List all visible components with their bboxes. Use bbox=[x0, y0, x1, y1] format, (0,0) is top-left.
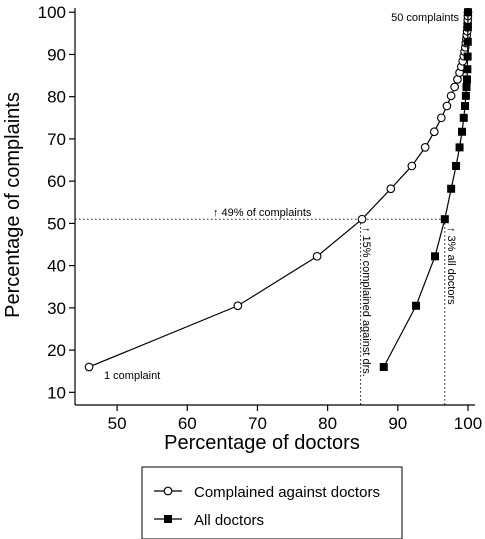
series-line bbox=[88, 12, 469, 368]
x-tick-label: 50 bbox=[108, 414, 127, 433]
data-point-circle bbox=[436, 113, 446, 123]
data-point-circle bbox=[407, 161, 417, 171]
data-point-square bbox=[452, 161, 461, 170]
data-point-square bbox=[463, 37, 472, 46]
series-line bbox=[383, 12, 469, 368]
reference-lines bbox=[75, 218, 446, 405]
data-point-square bbox=[462, 82, 471, 91]
annotation-fifty-complaints: 50 complaints bbox=[391, 12, 459, 24]
data-point-circle bbox=[450, 82, 459, 92]
legend-marker-all-doctors bbox=[164, 515, 172, 523]
data-point-square bbox=[461, 91, 470, 100]
data-point-square bbox=[458, 127, 467, 136]
data-point-square bbox=[463, 65, 472, 74]
plot-area: 50 60 70 80 90 100 10 20 30 40 50 60 70 80 90 100 bbox=[38, 3, 483, 433]
data-point-square bbox=[412, 301, 421, 310]
x-tick-label: 90 bbox=[388, 414, 407, 433]
data-point-square bbox=[455, 143, 464, 152]
y-axis-ticks: 10 20 30 40 50 60 70 80 90 100 bbox=[38, 3, 75, 402]
legend-label-complained: Complained against doctors bbox=[194, 484, 380, 501]
y-tick-label: 100 bbox=[38, 3, 66, 22]
y-axis-title: Percentage of complaints bbox=[2, 92, 24, 318]
annotation-3-percent-all-doctors: ↑ 3% all doctors bbox=[445, 227, 457, 305]
data-point-circle bbox=[429, 127, 439, 137]
data-point-square bbox=[463, 23, 472, 32]
data-point-circle bbox=[357, 214, 367, 224]
data-point-square bbox=[379, 362, 388, 371]
x-tick-label: 80 bbox=[318, 414, 337, 433]
y-tick-label: 30 bbox=[47, 299, 66, 318]
y-tick-label: 70 bbox=[47, 130, 66, 149]
data-point-circle bbox=[312, 251, 322, 261]
data-point-square bbox=[463, 8, 472, 17]
series-all-doctors bbox=[379, 8, 472, 371]
x-tick-label: 60 bbox=[178, 414, 197, 433]
x-tick-label: 100 bbox=[454, 414, 482, 433]
annotation-one-complaint: 1 complaint bbox=[104, 370, 160, 382]
legend-marker-complained bbox=[163, 486, 173, 496]
annotation-15-percent-complained: ↑ 15% complained against drs. bbox=[360, 227, 372, 377]
data-point-circle bbox=[386, 184, 396, 194]
data-point-square bbox=[461, 101, 470, 110]
data-point-circle bbox=[233, 301, 243, 311]
y-tick-label: 10 bbox=[47, 383, 66, 402]
series-layer bbox=[84, 7, 473, 372]
data-point-square bbox=[440, 215, 449, 224]
y-tick-label: 90 bbox=[47, 45, 66, 64]
data-point-square bbox=[459, 113, 468, 122]
data-point-circle bbox=[442, 101, 452, 111]
data-point-square bbox=[431, 252, 439, 261]
y-tick-label: 50 bbox=[47, 214, 66, 233]
data-point-square bbox=[463, 75, 471, 84]
x-axis-title: Percentage of doctors bbox=[164, 432, 360, 454]
legend-label-all-doctors: All doctors bbox=[194, 512, 264, 529]
x-axis-ticks: 50 60 70 80 90 100 bbox=[108, 405, 482, 433]
y-tick-label: 60 bbox=[47, 172, 66, 191]
y-tick-label: 40 bbox=[47, 257, 66, 276]
x-tick-label: 70 bbox=[248, 414, 267, 433]
data-point-circle bbox=[446, 91, 456, 101]
legend: Complained against doctors All doctors bbox=[141, 466, 403, 539]
y-tick-label: 20 bbox=[47, 341, 66, 360]
data-point-square bbox=[447, 184, 456, 193]
data-point-square bbox=[463, 52, 472, 61]
y-tick-label: 80 bbox=[47, 88, 66, 107]
data-point-circle bbox=[420, 143, 430, 152]
data-point-circle bbox=[84, 362, 94, 372]
legend-box bbox=[141, 466, 403, 539]
series-complained bbox=[84, 7, 473, 372]
annotation-49-percent-complaints: ↑ 49% of complaints bbox=[213, 207, 312, 219]
